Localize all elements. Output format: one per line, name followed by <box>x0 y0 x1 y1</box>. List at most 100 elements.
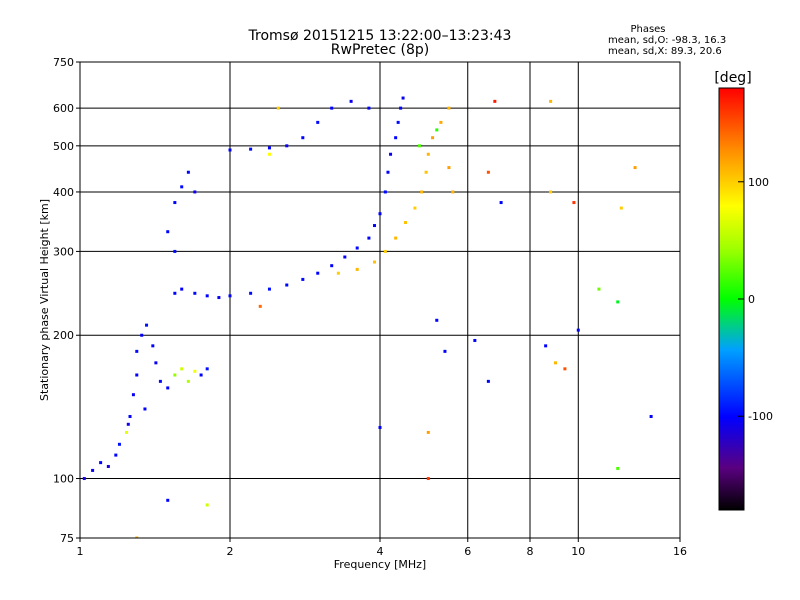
axis-ticks: 1 2 4 6 8 10 16 75 100 200 300 400 500 600 750 <box>53 56 687 558</box>
x-tick-label: 16 <box>673 545 687 558</box>
data-point <box>91 468 95 472</box>
chart-title: Tromsø 20151215 13:22:00–13:23:43 <box>248 28 512 44</box>
data-point <box>389 152 393 156</box>
data-point <box>158 379 162 383</box>
data-point <box>173 201 177 205</box>
data-point <box>258 304 262 308</box>
data-point <box>493 99 497 103</box>
data-point <box>616 466 620 470</box>
data-point <box>228 294 232 298</box>
data-point <box>125 430 129 434</box>
data-point <box>316 120 320 124</box>
scatter-points <box>82 96 653 538</box>
data-point <box>378 425 382 429</box>
x-tick-label: 10 <box>571 545 585 558</box>
data-point <box>355 246 359 250</box>
data-point <box>439 120 443 124</box>
data-point <box>349 99 353 103</box>
data-point <box>99 461 103 465</box>
colorbar-tick-label: -100 <box>748 410 773 423</box>
data-point <box>336 271 340 275</box>
data-point <box>426 430 430 434</box>
data-point <box>544 344 548 348</box>
data-point <box>217 296 221 300</box>
data-point <box>597 287 601 291</box>
data-point <box>301 277 305 281</box>
data-point <box>417 144 421 148</box>
data-point <box>563 367 567 371</box>
data-point <box>447 106 451 110</box>
data-point <box>443 349 447 353</box>
y-tick-label: 75 <box>60 532 74 545</box>
data-point <box>399 106 403 110</box>
data-point <box>447 166 451 170</box>
data-point <box>276 106 280 110</box>
data-point <box>413 206 417 210</box>
data-point <box>131 393 135 397</box>
data-point <box>486 379 490 383</box>
data-point <box>403 221 407 225</box>
data-point <box>396 120 400 124</box>
data-point <box>435 318 439 322</box>
data-point <box>151 344 155 348</box>
y-axis-label: Stationary phase Virtual Height [km] <box>38 199 51 401</box>
x-tick-label: 8 <box>527 545 534 558</box>
data-point <box>549 99 553 103</box>
data-point <box>386 170 390 174</box>
data-point <box>140 333 144 337</box>
x-tick-label: 6 <box>464 545 471 558</box>
data-point <box>473 338 477 342</box>
stats-line-x: mean, sd,X: 89.3, 20.6 <box>608 46 722 57</box>
x-tick-label: 4 <box>377 545 384 558</box>
data-point <box>451 190 455 194</box>
data-point <box>373 224 377 228</box>
data-point <box>576 328 580 332</box>
data-point <box>285 283 289 287</box>
data-point <box>135 536 139 538</box>
data-point <box>193 291 197 295</box>
data-point <box>126 422 130 426</box>
data-point <box>367 106 371 110</box>
data-point <box>135 349 139 353</box>
y-tick-label: 100 <box>53 473 74 486</box>
data-point <box>249 147 253 151</box>
data-point <box>205 294 209 298</box>
data-point <box>166 498 170 502</box>
colorbar-ticks: 100 0 -100 <box>738 176 773 423</box>
data-point <box>355 267 359 271</box>
data-point <box>394 136 398 140</box>
data-point <box>330 264 334 268</box>
data-point <box>367 236 371 240</box>
data-point <box>572 201 576 205</box>
data-point <box>205 367 209 371</box>
data-point <box>383 190 387 194</box>
data-point <box>228 148 232 152</box>
data-point <box>499 201 503 205</box>
y-tick-label: 400 <box>53 186 74 199</box>
y-tick-label: 500 <box>53 140 74 153</box>
data-point <box>394 236 398 240</box>
data-point <box>180 287 184 291</box>
data-point <box>383 249 387 253</box>
data-point <box>616 300 620 304</box>
colorbar-label: [deg] <box>714 70 751 86</box>
data-point <box>378 212 382 216</box>
data-point <box>401 96 405 100</box>
data-point <box>267 287 271 291</box>
data-point <box>424 170 428 174</box>
data-point <box>180 367 184 371</box>
colorbar-tick-label: 100 <box>748 176 769 189</box>
data-point <box>553 361 557 365</box>
x-axis-label: Frequency [MHz] <box>334 558 426 571</box>
data-point <box>145 323 149 327</box>
data-point <box>431 136 435 140</box>
data-point <box>343 255 347 259</box>
data-point <box>633 166 637 170</box>
stats-line-o: mean, sd,O: -98.3, 16.3 <box>608 35 726 46</box>
data-point <box>135 373 139 377</box>
data-point <box>166 386 170 390</box>
data-point <box>549 190 553 194</box>
data-point <box>330 106 334 110</box>
x-tick-label: 1 <box>77 545 84 558</box>
data-point <box>128 414 132 418</box>
